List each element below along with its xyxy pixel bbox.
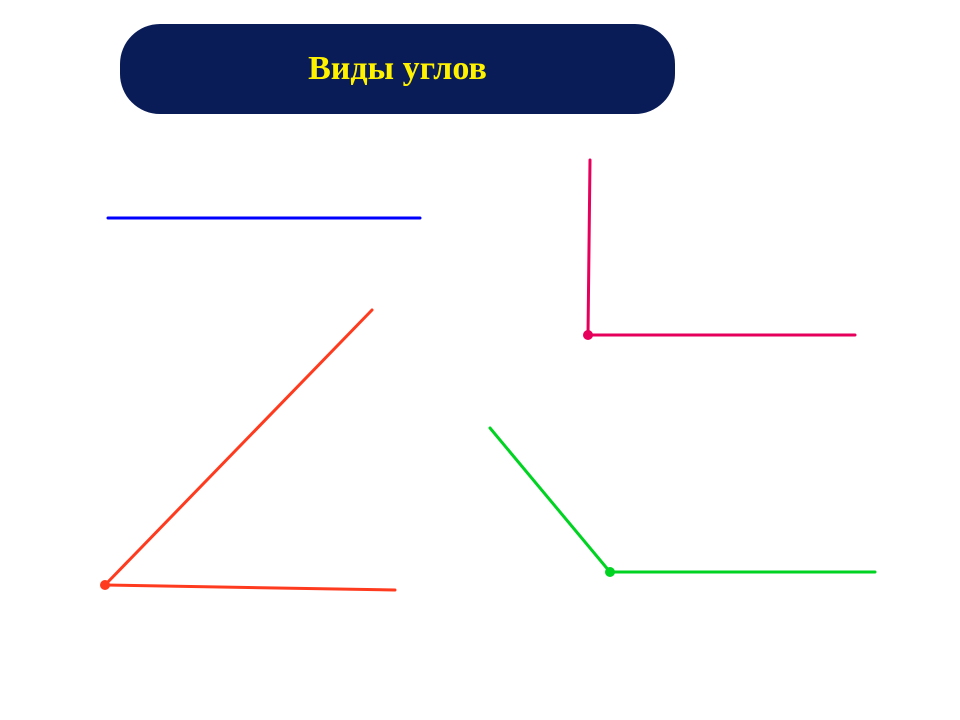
obtuse-angle-vertex <box>605 567 615 577</box>
acute-angle-vertex <box>100 580 110 590</box>
right-angle-ray-vertical <box>588 160 590 335</box>
right-angle-vertex <box>583 330 593 340</box>
acute-angle-ray-upper <box>105 310 372 585</box>
obtuse-angle-ray-upper <box>490 428 610 572</box>
angles-canvas <box>0 0 960 720</box>
acute-angle-ray-lower <box>105 585 395 590</box>
